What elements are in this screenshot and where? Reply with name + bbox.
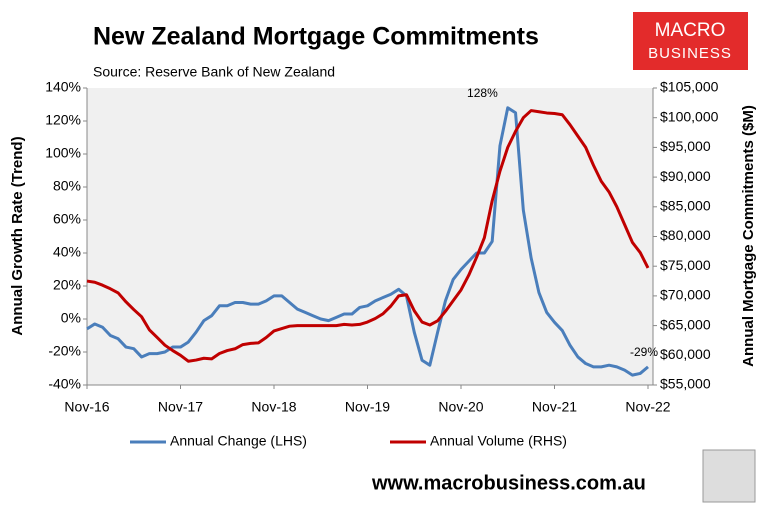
y2-tick-label: $90,000 — [660, 168, 711, 184]
x-tick-label: Nov-18 — [251, 399, 296, 415]
y-tick-label: 40% — [53, 244, 81, 260]
x-tick-label: Nov-21 — [532, 399, 577, 415]
x-tick-label: Nov-19 — [345, 399, 390, 415]
y-tick-label: 60% — [53, 211, 81, 227]
y-tick-label: 0% — [61, 310, 81, 326]
legend-label: Annual Volume (RHS) — [430, 433, 567, 449]
series-line — [86, 106, 649, 377]
legend-label: Annual Change (LHS) — [170, 433, 307, 449]
chart-subtitle: Source: Reserve Bank of New Zealand — [93, 64, 335, 80]
y-tick-label: 120% — [45, 112, 81, 128]
y-tick-label: 140% — [45, 79, 81, 95]
y2-tick-label: $60,000 — [660, 346, 711, 362]
x-tick-label: Nov-16 — [64, 399, 109, 415]
logo-image — [702, 449, 756, 503]
x-tick-label: Nov-20 — [438, 399, 483, 415]
logo-box — [633, 12, 748, 70]
y-tick-label: 20% — [53, 277, 81, 293]
data-label: -29% — [630, 345, 658, 359]
logo-text: BUSINESS — [648, 45, 732, 62]
y2-tick-label: $55,000 — [660, 376, 711, 392]
x-tick-label: Nov-22 — [625, 399, 670, 415]
y2-tick-label: $65,000 — [660, 316, 711, 332]
y2-tick-label: $100,000 — [660, 108, 719, 124]
y-tick-label: 100% — [45, 145, 81, 161]
y-tick-label: -20% — [48, 343, 81, 359]
y-tick-label: 80% — [53, 178, 81, 194]
chart-title: New Zealand Mortgage Commitments — [93, 23, 539, 51]
plot-area — [87, 88, 653, 385]
y2-tick-label: $70,000 — [660, 287, 711, 303]
x-tick-label: Nov-17 — [158, 399, 203, 415]
y2-tick-label: $85,000 — [660, 198, 711, 214]
y2-axis-label: Annual Mortgage Commitments ($M) — [740, 105, 757, 367]
footer: www.macrobusiness.com.au — [371, 472, 646, 494]
y2-tick-label: $105,000 — [660, 79, 719, 95]
series-line — [86, 109, 650, 363]
y-axis-label: Annual Growth Rate (Trend) — [9, 136, 26, 335]
y2-tick-label: $75,000 — [660, 257, 711, 273]
logo-text: MACRO — [655, 20, 726, 41]
y2-tick-label: $80,000 — [660, 227, 711, 243]
y-tick-label: -40% — [48, 376, 81, 392]
y2-tick-label: $95,000 — [660, 138, 711, 154]
data-label: 128% — [467, 86, 498, 100]
